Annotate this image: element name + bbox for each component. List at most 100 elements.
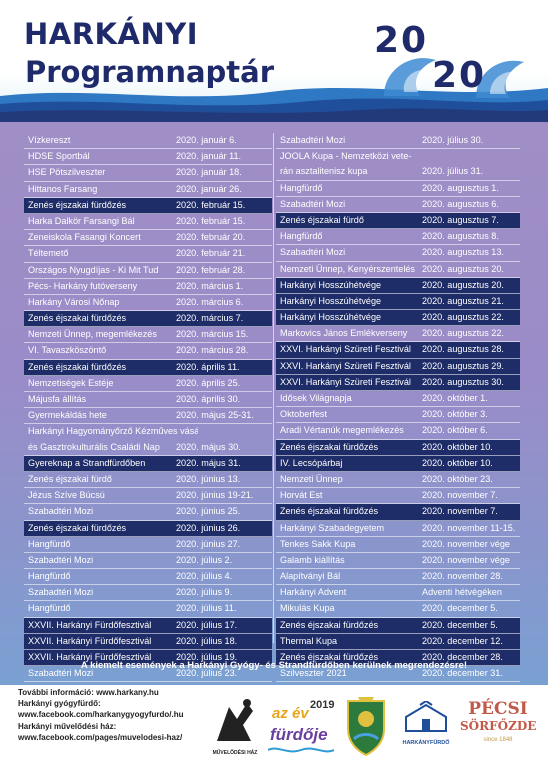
event-name: Harkány Városi Nőnap bbox=[28, 296, 120, 307]
event-name: Hangfürdő bbox=[28, 538, 71, 549]
event-name: XXVI. Harkányi Szüreti Fesztivál bbox=[280, 376, 411, 387]
event-name: Nemzeti Ünnep, megemlékezés bbox=[28, 329, 157, 340]
event-date: 2020. február 15. bbox=[176, 215, 246, 226]
event-name: Harkányi Hosszúhétvége bbox=[280, 279, 382, 290]
left-column: Vízkereszt 2020. január 6. HDSE Sportbál 20… bbox=[24, 133, 272, 699]
event-row: Alapítványi Bál 2020. november 28. bbox=[276, 569, 520, 586]
event-name: Mikulás Kupa bbox=[280, 603, 335, 614]
event-row: Zenés éjszakai fürdőzés 2020. december 5. bbox=[276, 617, 520, 634]
event-row: Hangfürdő 2020. augusztus 1. bbox=[276, 181, 520, 197]
event-name: Horvát Est bbox=[280, 490, 323, 501]
event-row: Szabadtéri Mozi 2020. június 25. bbox=[24, 504, 272, 521]
dancer-icon bbox=[217, 699, 253, 741]
event-row: Harkányi Hagyományőrző Kézműves vásár bbox=[24, 424, 272, 439]
event-name: XXVII. Harkányi Fürdőfesztivál bbox=[28, 652, 152, 662]
event-row: Hangfürdő 2020. június 27. bbox=[24, 537, 272, 553]
event-date: 2020. október 3. bbox=[422, 409, 488, 420]
event-name: JOOLA Kupa - Nemzetközi vete- bbox=[280, 151, 412, 162]
event-name: Országos Nyugdíjas - Ki Mit Tud bbox=[28, 264, 159, 275]
event-row: Zenés éjszakai fürdőzés 2020. december 28… bbox=[276, 650, 520, 667]
contact-line: Harkányi művelődési ház: bbox=[18, 721, 117, 731]
event-date: 2020. február 28. bbox=[176, 264, 246, 275]
event-date: 2020. augusztus 20. bbox=[422, 263, 504, 274]
event-date: 2020. november 7. bbox=[422, 490, 498, 501]
event-name: Markovics János Emlékverseny bbox=[280, 328, 408, 339]
event-row: Hangfürdő 2020. július 4. bbox=[24, 569, 272, 586]
event-date: 2020. január 6. bbox=[176, 135, 237, 145]
event-date: 2020. december 12. bbox=[422, 635, 503, 646]
event-name: Szabadtéri Mozi bbox=[28, 587, 94, 598]
event-name: Szabadtéri Mozi bbox=[28, 554, 94, 565]
event-name: Harkányi Szabadegyetem bbox=[280, 522, 385, 533]
event-date: 2020. augusztus 28. bbox=[422, 344, 504, 355]
contact-line: www.facebook.com/pages/muvelodesi-haz/ bbox=[18, 732, 183, 742]
event-row: Harkányi Hosszúhétvége 2020. augusztus 21… bbox=[276, 293, 520, 311]
event-name: Zeneiskola Fasangi Koncert bbox=[28, 232, 141, 243]
event-row: Thermal Kupa 2020. december 12. bbox=[276, 633, 520, 650]
event-name: Thermal Kupa bbox=[280, 635, 338, 646]
event-date: 2020. február 15. bbox=[176, 199, 246, 210]
event-date: 2020. június 27. bbox=[176, 538, 241, 549]
event-date: 2020. július 17. bbox=[176, 619, 238, 630]
muvelodesi-haz-logo: MŰVELŐDÉSI HÁZ bbox=[207, 697, 263, 761]
event-date: 2020. május 25-31. bbox=[176, 410, 254, 421]
event-name: XXVI. Harkányi Szüreti Fesztivál bbox=[280, 360, 411, 371]
event-date: 2020. augusztus 7. bbox=[422, 214, 499, 225]
event-date: 2020. december 28. bbox=[422, 652, 503, 662]
event-name: Nemzeti Ünnep bbox=[280, 473, 343, 484]
event-name: Zenés éjszakai fürdőzés bbox=[28, 199, 127, 210]
event-row: Harkányi Hosszúhétvége 2020. augusztus 20… bbox=[276, 277, 520, 294]
event-row: Szabadtéri Mozi 2020. augusztus 13. bbox=[276, 245, 520, 262]
event-date: 2020. július 4. bbox=[176, 571, 233, 582]
event-name: Jézus Szíve Búcsú bbox=[28, 490, 105, 501]
event-row: Mikulás Kupa 2020. december 5. bbox=[276, 601, 520, 618]
event-row: Gyereknap a Strandfürdőben 2020. május 31… bbox=[24, 455, 272, 472]
event-name: rán asztalitenisz kupa bbox=[280, 166, 368, 177]
event-date: 2020. március 7. bbox=[176, 313, 244, 324]
event-row: HSE Pötszilveszter 2020. január 18. bbox=[24, 165, 272, 182]
footer: További információ: www.harkany.hu Harká… bbox=[0, 685, 548, 772]
event-name: Hangfürdő bbox=[28, 603, 71, 614]
event-date: 2020. augusztus 1. bbox=[422, 182, 499, 193]
event-date: 2020. november 11-15. bbox=[422, 522, 516, 533]
event-date: 2020. december 5. bbox=[422, 603, 498, 614]
event-date: 2020. január 11. bbox=[176, 151, 242, 162]
event-name: Zenés éjszakai fürdő bbox=[280, 214, 364, 225]
event-date: 2020. január 18. bbox=[176, 167, 242, 178]
right-column: Szabadtéri Mozi 2020. július 30. JOOLA Kup… bbox=[276, 133, 520, 683]
contact-line: www.facebook.com/harkanygyogyfurdo/.hu bbox=[18, 710, 184, 720]
event-row: Zenés éjszakai fürdőzés 2020. október 10. bbox=[276, 439, 520, 456]
event-row: Harkányi Advent Adventi hétvégéken bbox=[276, 585, 520, 602]
year-bottom: 20 bbox=[432, 55, 487, 96]
header: HARKÁNYI Programnaptár 20 20 bbox=[0, 0, 548, 122]
event-row: Harkányi Hosszúhétvége 2020. augusztus 22… bbox=[276, 310, 520, 327]
bath-building-icon bbox=[405, 699, 447, 732]
event-date: 2020. december 5. bbox=[422, 619, 498, 630]
event-date: 2020. augusztus 8. bbox=[422, 231, 499, 242]
event-row: Szabadtéri Mozi 2020. július 30. bbox=[276, 133, 520, 150]
event-name: Szabadtéri Mozi bbox=[28, 506, 94, 517]
event-date: 2020. október 1. bbox=[422, 393, 488, 403]
event-row: Nemzeti Ünnep, megemlékezés 2020. március… bbox=[24, 327, 272, 344]
event-name: IV. Lecsópárbaj bbox=[280, 457, 343, 468]
event-row: Jézus Szíve Búcsú 2020. június 19-21. bbox=[24, 488, 272, 505]
event-row: Májusfa állítás 2020. április 30. bbox=[24, 392, 272, 409]
event-date: 2020. március 1. bbox=[176, 280, 244, 291]
event-date: 2020. augusztus 30. bbox=[422, 376, 504, 387]
ev-furdoje-logo: 2019 az év fürdője bbox=[268, 693, 334, 763]
event-name: Zenés éjszakai fürdőzés bbox=[28, 361, 127, 372]
harkany-coat-of-arms bbox=[344, 695, 388, 757]
event-row: Zenés éjszakai fürdőzés 2020. április 11. bbox=[24, 359, 272, 376]
event-name: és Gasztrokulturális Családi Nap bbox=[28, 441, 160, 452]
event-name: Nemzeti Ünnep, Kenyérszentelés bbox=[280, 263, 415, 274]
event-row: Hangfürdő 2020. július 11. bbox=[24, 601, 272, 618]
event-name: Szabadtéri Mozi bbox=[28, 668, 94, 679]
contact-line: További információ: www.harkany.hu bbox=[18, 688, 159, 697]
event-row: Tenkes Sakk Kupa 2020. november vége bbox=[276, 537, 520, 553]
event-row: XXVII. Harkányi Fürdőfesztivál 2020. júli… bbox=[24, 617, 272, 634]
event-name: Zenés éjszakai fürdőzés bbox=[28, 522, 127, 533]
event-date: 2020. március 15. bbox=[176, 329, 249, 340]
event-name: Harkányi Hosszúhétvége bbox=[280, 312, 382, 323]
event-date: 2020. augusztus 13. bbox=[422, 247, 504, 258]
event-name: Nemzetiségek Estéje bbox=[28, 377, 114, 388]
